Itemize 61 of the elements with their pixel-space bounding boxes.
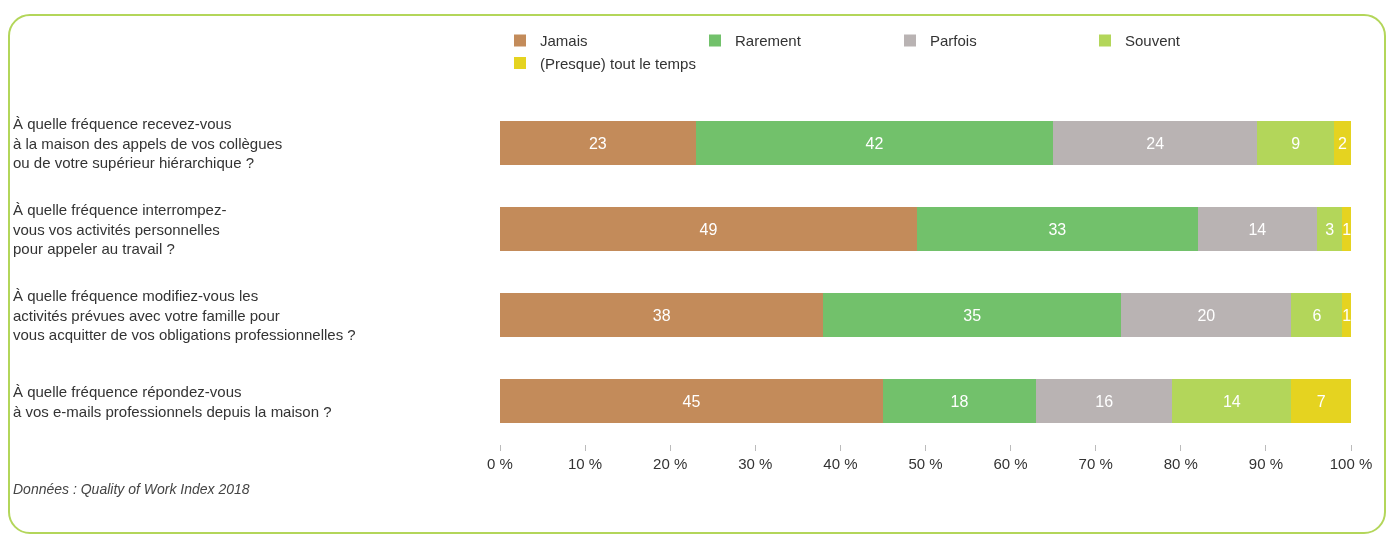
data-label: 3 bbox=[1325, 220, 1335, 238]
data-label: 35 bbox=[963, 306, 982, 324]
data-label: 7 bbox=[1316, 392, 1326, 410]
bar bbox=[1316, 206, 1343, 252]
x-tick-label: 40 % bbox=[823, 455, 858, 472]
data-label: 20 bbox=[1197, 306, 1216, 324]
x-tick-label: 50 % bbox=[908, 455, 943, 472]
bar bbox=[1053, 120, 1258, 166]
legend-label: Rarement bbox=[735, 32, 802, 50]
bar bbox=[1342, 206, 1351, 252]
bar bbox=[1172, 378, 1292, 424]
y-tick-label: À quelle fréquence modifiez-vous les activités prévues avec votre famille pour vous acquitter de vos obligations professionnelles ? bbox=[13, 287, 356, 343]
bar bbox=[823, 292, 1122, 338]
text: Données : Quality of Work Index 2018 bbox=[13, 481, 250, 497]
bar bbox=[1342, 292, 1351, 338]
data-label: 23 bbox=[588, 134, 607, 152]
data-label: 1 bbox=[1342, 306, 1352, 324]
x-tick-label: 100 % bbox=[1329, 455, 1373, 472]
data-label: 16 bbox=[1095, 392, 1114, 410]
x-tick-label: 90 % bbox=[1248, 455, 1283, 472]
bar bbox=[1291, 378, 1351, 424]
y-tick-label: À quelle fréquence répondez-vous à vos e-mails professionnels depuis la maison ? bbox=[13, 383, 332, 420]
legend-label: Parfois bbox=[930, 32, 977, 50]
bar bbox=[882, 378, 1037, 424]
bar bbox=[1257, 120, 1334, 166]
bar bbox=[500, 292, 824, 338]
data-label: 6 bbox=[1312, 306, 1322, 324]
bar bbox=[1036, 378, 1173, 424]
bar bbox=[500, 206, 917, 252]
legend-label: Jamais bbox=[540, 32, 588, 50]
bar bbox=[1197, 206, 1317, 252]
x-tick-label: 60 % bbox=[993, 455, 1028, 472]
legend-label: Souvent bbox=[1125, 32, 1181, 50]
data-label: 18 bbox=[950, 392, 969, 410]
bar bbox=[695, 120, 1054, 166]
data-label: 45 bbox=[682, 392, 701, 410]
bar bbox=[500, 120, 696, 166]
bar bbox=[916, 206, 1198, 252]
bar bbox=[500, 378, 883, 424]
bar bbox=[1291, 292, 1343, 338]
data-label: 14 bbox=[1222, 392, 1241, 410]
x-tick-label: 70 % bbox=[1078, 455, 1113, 472]
data-label: 2 bbox=[1337, 134, 1347, 152]
data-label: 42 bbox=[865, 134, 884, 152]
data-label: 33 bbox=[1048, 220, 1067, 238]
y-tick-label: À quelle fréquence recevez-vous à la maison des appels de vos collègues ou de votre supérieur hiérarchique ? bbox=[13, 115, 283, 171]
x-tick-label: 80 % bbox=[1163, 455, 1198, 472]
data-label: 38 bbox=[652, 306, 671, 324]
data-label: 14 bbox=[1248, 220, 1267, 238]
bar bbox=[1333, 120, 1351, 166]
y-tick-label: À quelle fréquence interrompez- vous vos activités personnelles pour appeler au travail ? bbox=[13, 201, 227, 257]
bar bbox=[1121, 292, 1292, 338]
legend-label: (Presque) tout le temps bbox=[540, 54, 696, 72]
data-label: 1 bbox=[1342, 220, 1352, 238]
x-tick-label: 30 % bbox=[738, 455, 773, 472]
x-tick-label: 0 % bbox=[487, 455, 513, 472]
x-tick-label: 10 % bbox=[568, 455, 603, 472]
data-label: 9 bbox=[1291, 134, 1301, 152]
x-tick-label: 20 % bbox=[653, 455, 688, 472]
data-label: 49 bbox=[699, 220, 718, 238]
data-label: 24 bbox=[1146, 134, 1165, 152]
